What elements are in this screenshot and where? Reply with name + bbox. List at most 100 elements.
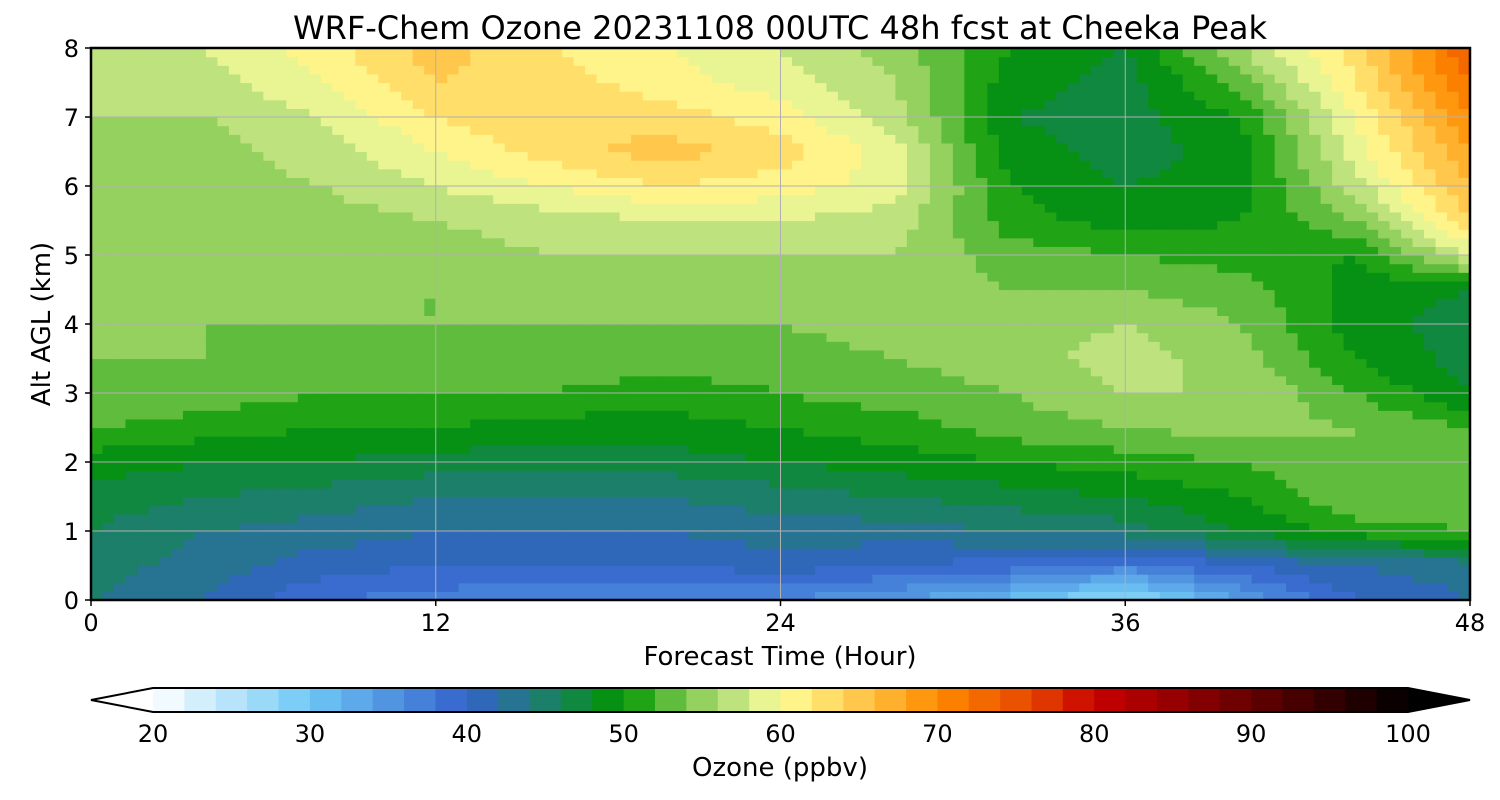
heatmap-cell [1205, 289, 1218, 299]
heatmap-cell [527, 246, 540, 256]
heatmap-cell [1263, 548, 1276, 558]
heatmap-cell [975, 522, 988, 532]
heatmap-cell [1366, 358, 1379, 368]
heatmap-cell [791, 436, 805, 446]
heatmap-cell [1079, 306, 1092, 316]
heatmap-cell [929, 505, 942, 515]
heatmap-cell [642, 349, 655, 360]
heatmap-cell [1320, 315, 1333, 325]
heatmap-cell [1240, 522, 1253, 532]
heatmap-cell [378, 255, 391, 265]
heatmap-cell [228, 410, 241, 420]
heatmap-cell [757, 513, 770, 523]
heatmap-cell [470, 410, 483, 420]
heatmap-cell [1274, 496, 1287, 506]
heatmap-cell [113, 384, 127, 394]
heatmap-cell [1343, 306, 1356, 316]
heatmap-cell [746, 462, 759, 472]
heatmap-cell [1205, 582, 1218, 592]
heatmap-cell [320, 418, 333, 429]
heatmap-cell [837, 505, 851, 515]
heatmap-cell [1401, 306, 1414, 316]
heatmap-cell [1447, 462, 1460, 472]
heatmap-cell [619, 453, 632, 463]
heatmap-cell [343, 280, 356, 291]
heatmap-cell [1424, 384, 1437, 394]
heatmap-cell [688, 548, 701, 558]
heatmap-cell [217, 401, 230, 411]
heatmap-cell [527, 384, 540, 394]
heatmap-cell [458, 315, 471, 325]
heatmap-cell [1217, 306, 1230, 316]
heatmap-cell [803, 393, 816, 403]
heatmap-cell [504, 272, 517, 282]
heatmap-cell [769, 246, 782, 256]
heatmap-cell [642, 315, 655, 325]
heatmap-cell [596, 393, 609, 403]
heatmap-cell [849, 453, 862, 463]
heatmap-cell [757, 565, 770, 575]
heatmap-cell [171, 548, 184, 558]
heatmap-cell [320, 410, 333, 420]
heatmap-cell [1021, 539, 1034, 549]
heatmap-cell [297, 298, 310, 308]
heatmap-cell [217, 479, 230, 489]
heatmap-cell [895, 539, 908, 549]
heatmap-cell [389, 496, 402, 506]
heatmap-cell [849, 574, 862, 584]
heatmap-cell [1355, 556, 1368, 567]
heatmap-cell [332, 410, 345, 420]
heatmap-cell [757, 418, 770, 429]
heatmap-cell [723, 444, 736, 454]
heatmap-cell [148, 272, 161, 282]
heatmap-cell [780, 324, 793, 334]
heatmap-cell [389, 349, 402, 360]
heatmap-cell [791, 272, 805, 282]
heatmap-cell [1458, 453, 1470, 463]
heatmap-cell [1033, 479, 1046, 489]
heatmap-cell [895, 496, 908, 506]
heatmap-cell [125, 401, 138, 411]
heatmap-cell [1182, 496, 1195, 506]
heatmap-cell [263, 367, 276, 377]
heatmap-cell [975, 341, 988, 351]
heatmap-cell [159, 574, 173, 584]
heatmap-cell [723, 272, 736, 282]
heatmap-cell [803, 574, 816, 584]
heatmap-cell [343, 522, 356, 532]
heatmap-cell [1205, 367, 1218, 377]
heatmap-cell [263, 436, 276, 446]
heatmap-cell [1171, 401, 1184, 411]
heatmap-cell [113, 539, 127, 549]
heatmap-cell [596, 367, 609, 377]
heatmap-cell [562, 418, 575, 429]
heatmap-cell [102, 332, 115, 342]
heatmap-cell [1079, 487, 1092, 498]
heatmap-cell [619, 591, 632, 600]
heatmap-cell [596, 556, 609, 567]
heatmap-cell [918, 349, 931, 360]
heatmap-cell [1102, 358, 1115, 368]
heatmap-cell [343, 496, 356, 506]
heatmap-cell [987, 375, 1000, 385]
heatmap-cell [1343, 358, 1356, 368]
heatmap-cell [918, 315, 931, 325]
heatmap-cell [1033, 306, 1046, 316]
heatmap-cell [435, 246, 448, 256]
heatmap-cell [1389, 384, 1402, 394]
heatmap-cell [895, 349, 908, 360]
heatmap-cell [1389, 393, 1402, 403]
heatmap-cell [366, 513, 379, 523]
heatmap-cell [102, 453, 115, 463]
heatmap-cell [1205, 479, 1218, 489]
heatmap-cell [527, 565, 540, 575]
heatmap-cell [1102, 539, 1115, 549]
heatmap-cell [677, 384, 690, 394]
heatmap-cell [171, 410, 184, 420]
heatmap-cell [906, 505, 919, 515]
heatmap-cell [883, 272, 897, 282]
heatmap-cell [1159, 531, 1172, 541]
heatmap-cell [378, 487, 391, 498]
heatmap-cell [1010, 375, 1023, 385]
heatmap-cell [1389, 289, 1402, 299]
